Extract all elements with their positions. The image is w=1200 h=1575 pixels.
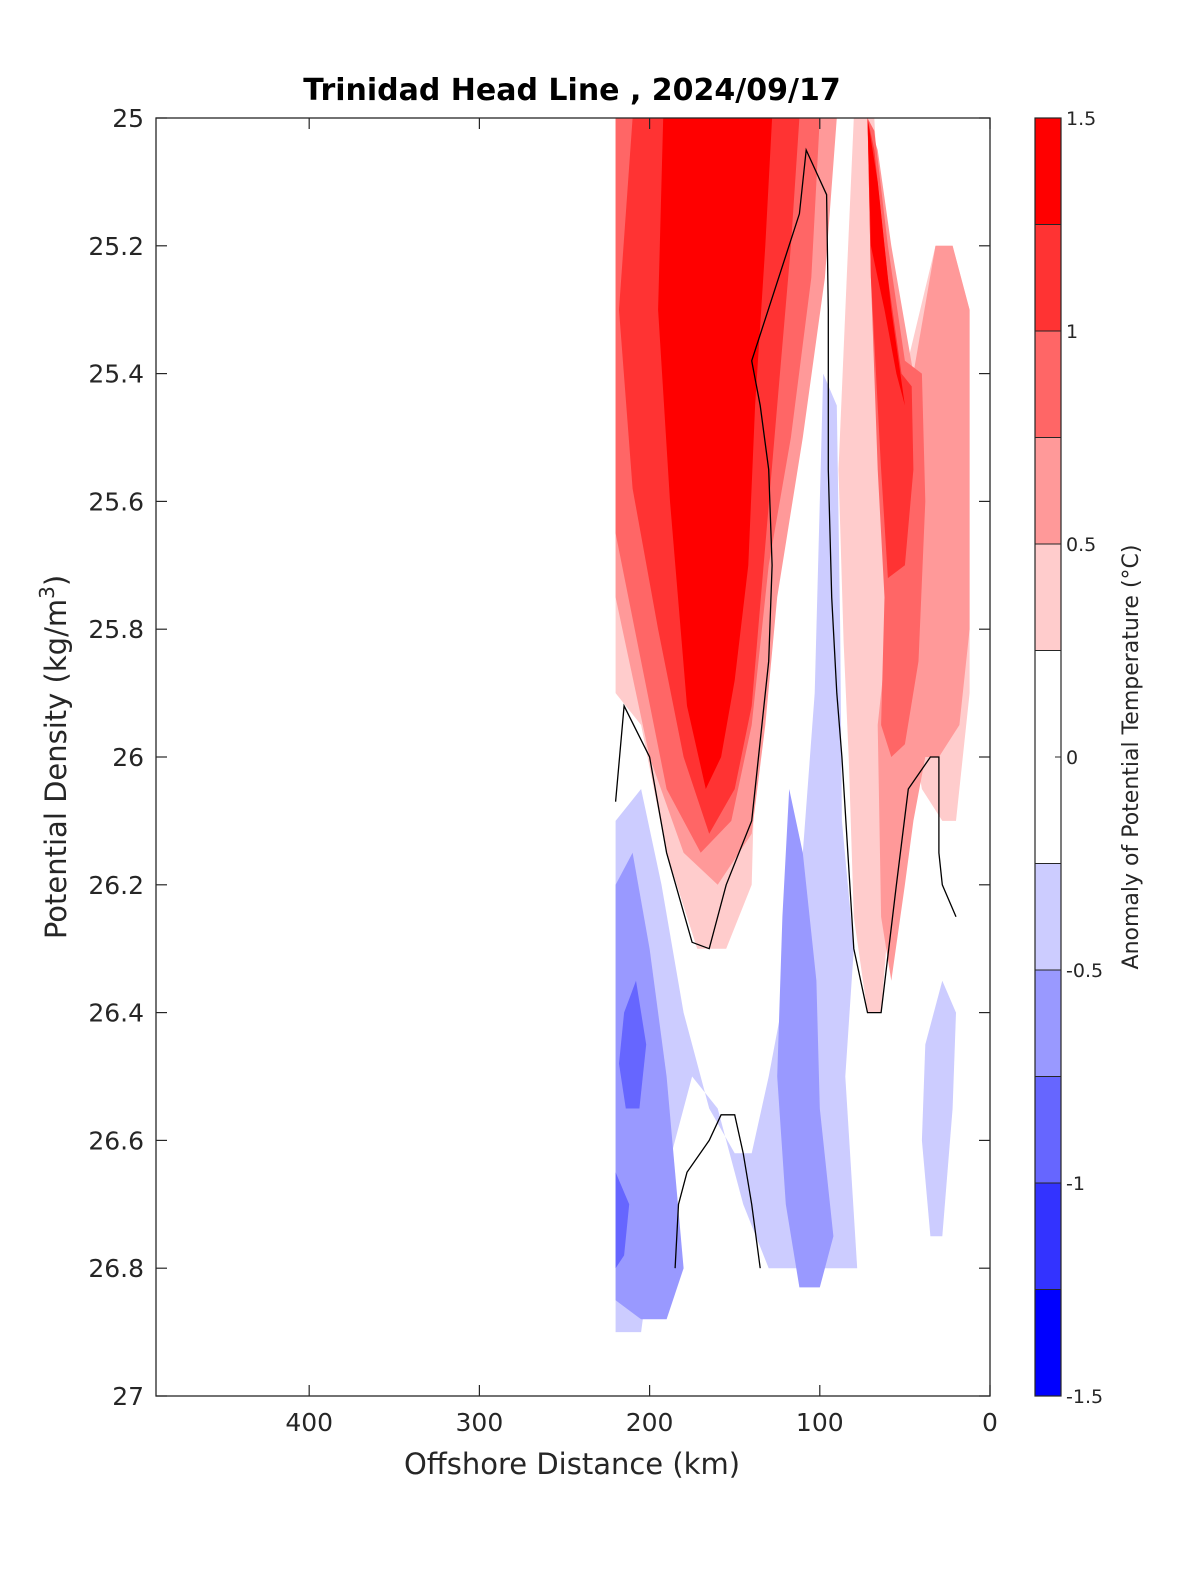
colorbar-tick-label: -1.5 [1066, 1386, 1103, 1408]
x-tick-label: 200 [626, 1408, 674, 1437]
y-axis-label-superscript: 3 [35, 586, 59, 599]
y-axis-ticks: 25 25.2 25.4 25.6 25.8 26 26.2 26.4 26.6 26.8 27 [88, 104, 990, 1411]
y-tick-label: 26.8 [88, 1254, 144, 1283]
colorbar-tick-label: -0.5 [1066, 960, 1103, 982]
zero-contour-0 [614, 147, 957, 1014]
zero-contour-1 [674, 1114, 761, 1269]
anomaly-region-13 [619, 980, 647, 1109]
colorbar-band [1035, 1076, 1061, 1183]
y-tick-label: 25.6 [88, 487, 144, 516]
x-tick-label: 400 [285, 1408, 333, 1437]
anomaly-region-12 [777, 789, 834, 1288]
colorbar-bands [1035, 118, 1061, 1396]
y-tick-label: 27 [112, 1382, 144, 1411]
anomaly-region-11 [615, 852, 684, 1320]
colorbar-band [1035, 1289, 1061, 1396]
colorbar-tick-label: 1.5 [1066, 108, 1096, 130]
y-tick-label: 25.8 [88, 615, 144, 644]
x-tick-label: 300 [456, 1408, 504, 1437]
colorbar-band [1035, 544, 1061, 651]
y-axis-label-close: ) [39, 575, 73, 586]
y-tick-label: 25.2 [88, 232, 144, 261]
x-tick-label: 0 [982, 1408, 998, 1437]
colorbar-tick-label: 0.5 [1066, 534, 1096, 556]
colorbar-tick-label: -1 [1066, 1173, 1085, 1195]
x-axis-label: Offshore Distance (km) [404, 1447, 740, 1481]
y-axis-label-main: Potential Density (kg/m [39, 599, 73, 939]
y-tick-label: 26 [112, 743, 144, 772]
anomaly-region-7 [658, 118, 773, 789]
x-tick-label: 100 [796, 1408, 844, 1437]
plot-area: 400 300 200 100 0 25 25.2 25.4 25.6 25.8 26 26.2 26… [88, 104, 998, 1437]
colorbar-band [1035, 863, 1061, 970]
colorbar-band [1035, 224, 1061, 331]
colorbar-ticks: 1.5 1 0.5 0 -0.5 -1 -1.5 [1055, 108, 1103, 1408]
zero-contour-lines [614, 147, 957, 1269]
colorbar-band [1035, 970, 1061, 1077]
y-tick-label: 26.2 [88, 871, 144, 900]
anomaly-region-8 [867, 118, 905, 406]
y-tick-label: 25 [112, 104, 144, 133]
colorbar-tick-label: 1 [1066, 321, 1078, 343]
y-tick-label: 26.4 [88, 999, 144, 1028]
colorbar-band [1035, 1183, 1061, 1290]
chart-title: Trinidad Head Line , 2024/09/17 [303, 73, 840, 108]
colorbar-label: Anomaly of Potential Temperature (°C) [1119, 545, 1144, 970]
colorbar-tick-label: 0 [1066, 747, 1078, 769]
colorbar-band [1035, 331, 1061, 438]
anomaly-region-14 [615, 1172, 630, 1269]
colorbar-band [1035, 118, 1061, 225]
colorbar-band [1035, 437, 1061, 544]
y-tick-label: 25.4 [88, 360, 144, 389]
anomaly-region-10 [921, 980, 956, 1237]
anomaly-regions [615, 118, 970, 1333]
colorbar: 1.5 1 0.5 0 -0.5 -1 -1.5 Anomaly of Potential … [1034, 108, 1144, 1408]
x-axis-ticks: 400 300 200 100 0 [285, 118, 998, 1437]
y-tick-label: 26.6 [88, 1126, 144, 1155]
y-axis-label: Potential Density (kg/m3) [35, 575, 73, 939]
